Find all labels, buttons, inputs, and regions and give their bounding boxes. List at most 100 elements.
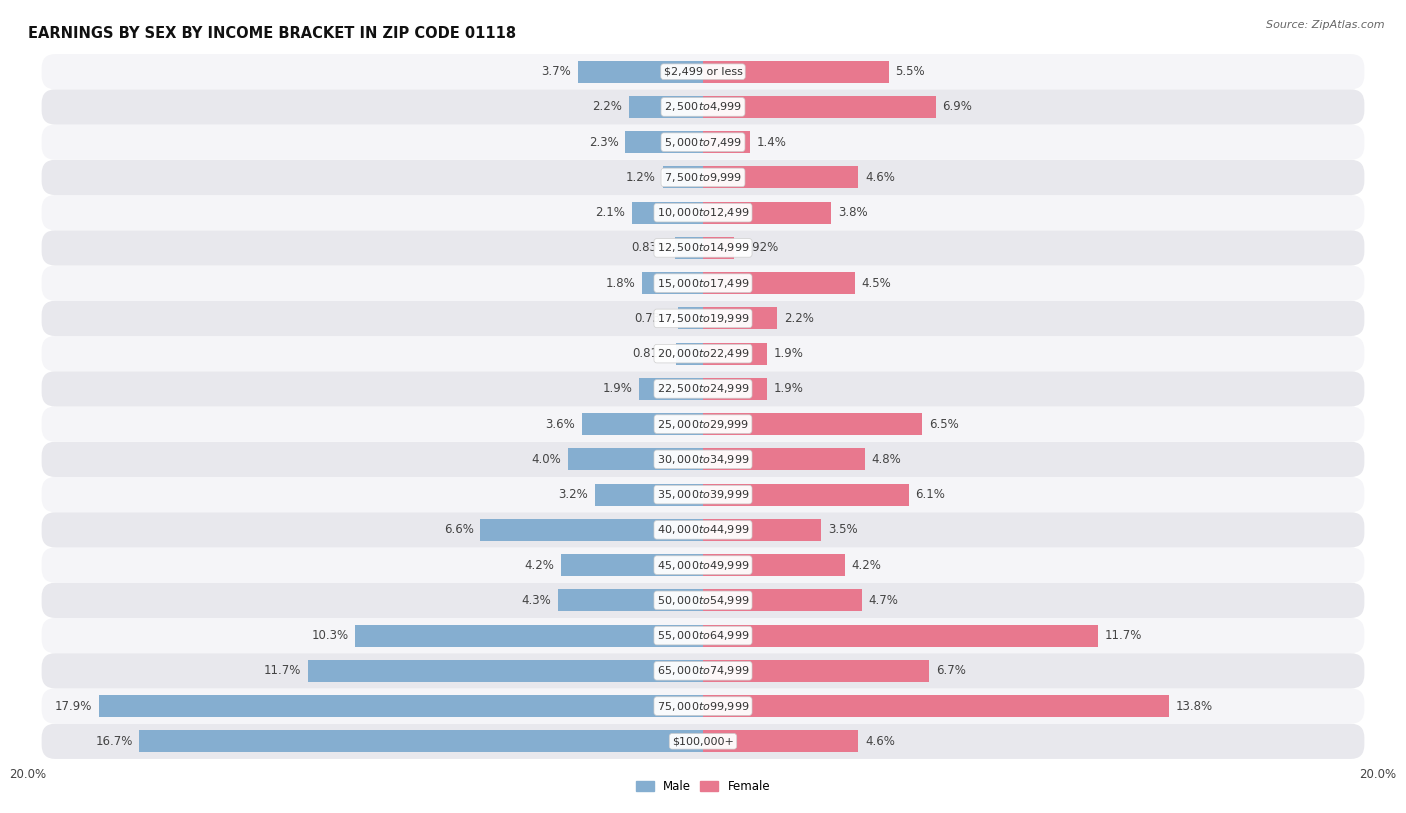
Bar [481, 519, 703, 541]
Text: 6.9%: 6.9% [942, 101, 973, 114]
Text: 1.8%: 1.8% [606, 276, 636, 289]
Bar [628, 96, 703, 118]
Bar [703, 343, 768, 364]
Text: $2,499 or less: $2,499 or less [664, 67, 742, 76]
Text: EARNINGS BY SEX BY INCOME BRACKET IN ZIP CODE 01118: EARNINGS BY SEX BY INCOME BRACKET IN ZIP… [28, 26, 516, 41]
Text: 4.3%: 4.3% [522, 593, 551, 606]
Text: 6.6%: 6.6% [444, 524, 474, 537]
Bar [633, 202, 703, 224]
FancyBboxPatch shape [42, 89, 1364, 124]
Text: 17.9%: 17.9% [55, 699, 93, 712]
Text: $40,000 to $44,999: $40,000 to $44,999 [657, 524, 749, 537]
Text: $7,500 to $9,999: $7,500 to $9,999 [664, 171, 742, 184]
Text: 0.73%: 0.73% [634, 312, 672, 325]
Text: 0.83%: 0.83% [631, 241, 668, 254]
FancyBboxPatch shape [42, 230, 1364, 266]
Bar [703, 167, 858, 189]
Text: 2.2%: 2.2% [592, 101, 621, 114]
Text: $5,000 to $7,499: $5,000 to $7,499 [664, 136, 742, 149]
Bar [703, 554, 845, 576]
Bar [703, 624, 1098, 646]
Bar [703, 378, 768, 400]
Text: 10.3%: 10.3% [312, 629, 349, 642]
Text: $12,500 to $14,999: $12,500 to $14,999 [657, 241, 749, 254]
Text: 6.5%: 6.5% [929, 418, 959, 431]
FancyBboxPatch shape [42, 160, 1364, 195]
Bar [662, 167, 703, 189]
Text: 3.7%: 3.7% [541, 65, 571, 78]
FancyBboxPatch shape [42, 124, 1364, 160]
FancyBboxPatch shape [42, 266, 1364, 301]
Bar [676, 343, 703, 364]
Bar [703, 307, 778, 329]
Bar [703, 519, 821, 541]
Bar [678, 307, 703, 329]
Bar [626, 131, 703, 153]
Text: $20,000 to $22,499: $20,000 to $22,499 [657, 347, 749, 360]
Text: 4.5%: 4.5% [862, 276, 891, 289]
Text: 1.9%: 1.9% [773, 382, 804, 395]
Bar [703, 202, 831, 224]
Text: 2.1%: 2.1% [596, 207, 626, 220]
Text: 4.8%: 4.8% [872, 453, 901, 466]
FancyBboxPatch shape [42, 54, 1364, 89]
FancyBboxPatch shape [42, 372, 1364, 406]
Bar [98, 695, 703, 717]
FancyBboxPatch shape [42, 477, 1364, 512]
Bar [568, 449, 703, 470]
Text: $22,500 to $24,999: $22,500 to $24,999 [657, 382, 749, 395]
Text: 1.2%: 1.2% [626, 171, 655, 184]
Bar [703, 237, 734, 259]
Text: 1.9%: 1.9% [602, 382, 633, 395]
Text: $15,000 to $17,499: $15,000 to $17,499 [657, 276, 749, 289]
Bar [703, 695, 1168, 717]
Text: 6.1%: 6.1% [915, 488, 945, 501]
Bar [558, 589, 703, 611]
FancyBboxPatch shape [42, 195, 1364, 230]
Text: $17,500 to $19,999: $17,500 to $19,999 [657, 312, 749, 325]
Legend: Male, Female: Male, Female [631, 776, 775, 798]
FancyBboxPatch shape [42, 512, 1364, 547]
Bar [703, 272, 855, 294]
Bar [703, 730, 858, 752]
FancyBboxPatch shape [42, 441, 1364, 477]
Text: 11.7%: 11.7% [1105, 629, 1142, 642]
Text: $100,000+: $100,000+ [672, 737, 734, 746]
Bar [675, 237, 703, 259]
Text: 4.2%: 4.2% [524, 559, 554, 572]
Text: 0.92%: 0.92% [741, 241, 778, 254]
Bar [638, 378, 703, 400]
Text: $2,500 to $4,999: $2,500 to $4,999 [664, 101, 742, 114]
Text: Source: ZipAtlas.com: Source: ZipAtlas.com [1267, 20, 1385, 30]
Text: 20.0%: 20.0% [10, 767, 46, 780]
Text: 3.8%: 3.8% [838, 207, 868, 220]
FancyBboxPatch shape [42, 301, 1364, 336]
Text: 1.4%: 1.4% [756, 136, 787, 149]
Bar [703, 61, 889, 83]
Text: 4.6%: 4.6% [865, 735, 894, 748]
FancyBboxPatch shape [42, 583, 1364, 618]
FancyBboxPatch shape [42, 618, 1364, 653]
Bar [139, 730, 703, 752]
Text: 20.0%: 20.0% [1360, 767, 1396, 780]
Text: 3.5%: 3.5% [828, 524, 858, 537]
Text: 6.7%: 6.7% [936, 664, 966, 677]
Text: 1.9%: 1.9% [773, 347, 804, 360]
Bar [356, 624, 703, 646]
Bar [561, 554, 703, 576]
Text: $50,000 to $54,999: $50,000 to $54,999 [657, 593, 749, 606]
FancyBboxPatch shape [42, 724, 1364, 759]
Text: 4.0%: 4.0% [531, 453, 561, 466]
FancyBboxPatch shape [42, 406, 1364, 441]
Text: 5.5%: 5.5% [896, 65, 925, 78]
Bar [703, 449, 865, 470]
Bar [643, 272, 703, 294]
FancyBboxPatch shape [42, 653, 1364, 689]
Text: 4.2%: 4.2% [852, 559, 882, 572]
Text: $65,000 to $74,999: $65,000 to $74,999 [657, 664, 749, 677]
Text: $25,000 to $29,999: $25,000 to $29,999 [657, 418, 749, 431]
Text: 4.6%: 4.6% [865, 171, 894, 184]
Text: $30,000 to $34,999: $30,000 to $34,999 [657, 453, 749, 466]
Text: 3.2%: 3.2% [558, 488, 588, 501]
Text: 4.7%: 4.7% [869, 593, 898, 606]
